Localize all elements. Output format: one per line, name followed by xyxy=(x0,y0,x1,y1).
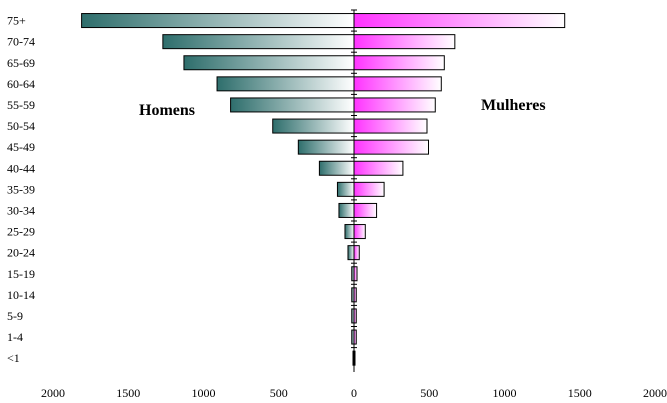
x-tick-label: 2000 xyxy=(643,386,667,400)
bar-mulheres-35-39 xyxy=(353,181,385,197)
category-label: 30-34 xyxy=(7,203,35,217)
category-label: 75+ xyxy=(7,14,26,28)
x-tick-label: 1500 xyxy=(568,386,592,400)
category-labels: 75+ 70-74 65-69 60-64 55-59 50-54 45-49 40-44 35… xyxy=(7,14,35,366)
bar-mulheres-30-34 xyxy=(353,202,378,218)
category-label: 15-19 xyxy=(7,267,35,281)
category-label: 65-69 xyxy=(7,56,35,70)
bar-homens-75plus xyxy=(81,13,355,29)
category-label: 1-4 xyxy=(7,330,23,344)
category-label: 25-29 xyxy=(7,225,35,239)
category-label: 20-24 xyxy=(7,246,35,260)
bar-homens-55-59 xyxy=(230,97,355,113)
bar-mulheres-70-74 xyxy=(353,34,456,50)
category-label: 60-64 xyxy=(7,77,35,91)
bar-mulheres-55-59 xyxy=(353,97,436,113)
homens-bars xyxy=(81,13,355,366)
category-label: <1 xyxy=(7,351,20,365)
bar-homens-40-44 xyxy=(318,160,355,176)
bar-homens-65-69 xyxy=(183,55,355,71)
bar-homens-50-54 xyxy=(272,118,355,134)
mulheres-bars xyxy=(353,13,566,366)
mulheres-series-label: Mulheres xyxy=(481,97,546,114)
bar-homens-35-39 xyxy=(336,181,355,197)
bar-mulheres-60-64 xyxy=(353,76,442,92)
bar-mulheres-65-69 xyxy=(353,55,445,71)
x-tick-labels: 2000 1500 1000 500 0 500 1000 1500 2000 xyxy=(41,386,667,400)
bar-mulheres-45-49 xyxy=(353,139,429,155)
bar-mulheres-50-54 xyxy=(353,118,428,134)
x-tick-label: 0 xyxy=(351,386,357,400)
bar-mulheres-75plus xyxy=(353,13,566,29)
bar-homens-45-49 xyxy=(297,139,355,155)
x-tick-label: 2000 xyxy=(41,386,65,400)
bar-mulheres-25-29 xyxy=(353,224,366,240)
bar-homens-20-24 xyxy=(347,245,355,261)
category-label: 55-59 xyxy=(7,98,35,112)
category-label: 50-54 xyxy=(7,119,35,133)
bar-homens-70-74 xyxy=(162,34,355,50)
x-tick-label: 1000 xyxy=(493,386,517,400)
category-label: 40-44 xyxy=(7,161,35,175)
homens-series-label: Homens xyxy=(139,102,195,119)
axes xyxy=(351,9,357,372)
category-label: 45-49 xyxy=(7,140,35,154)
bar-homens-30-34 xyxy=(338,202,355,218)
x-tick-label: 500 xyxy=(420,386,438,400)
category-label: 70-74 xyxy=(7,35,35,49)
bar-homens-60-64 xyxy=(216,76,355,92)
category-label: 35-39 xyxy=(7,182,35,196)
x-tick-label: 1000 xyxy=(192,386,216,400)
bar-mulheres-20-24 xyxy=(353,245,360,261)
bar-mulheres-40-44 xyxy=(353,160,404,176)
bar-homens-25-29 xyxy=(344,224,355,240)
x-tick-label: 500 xyxy=(270,386,288,400)
category-label: 10-14 xyxy=(7,288,35,302)
category-label: 5-9 xyxy=(7,309,23,323)
x-tick-label: 1500 xyxy=(116,386,140,400)
